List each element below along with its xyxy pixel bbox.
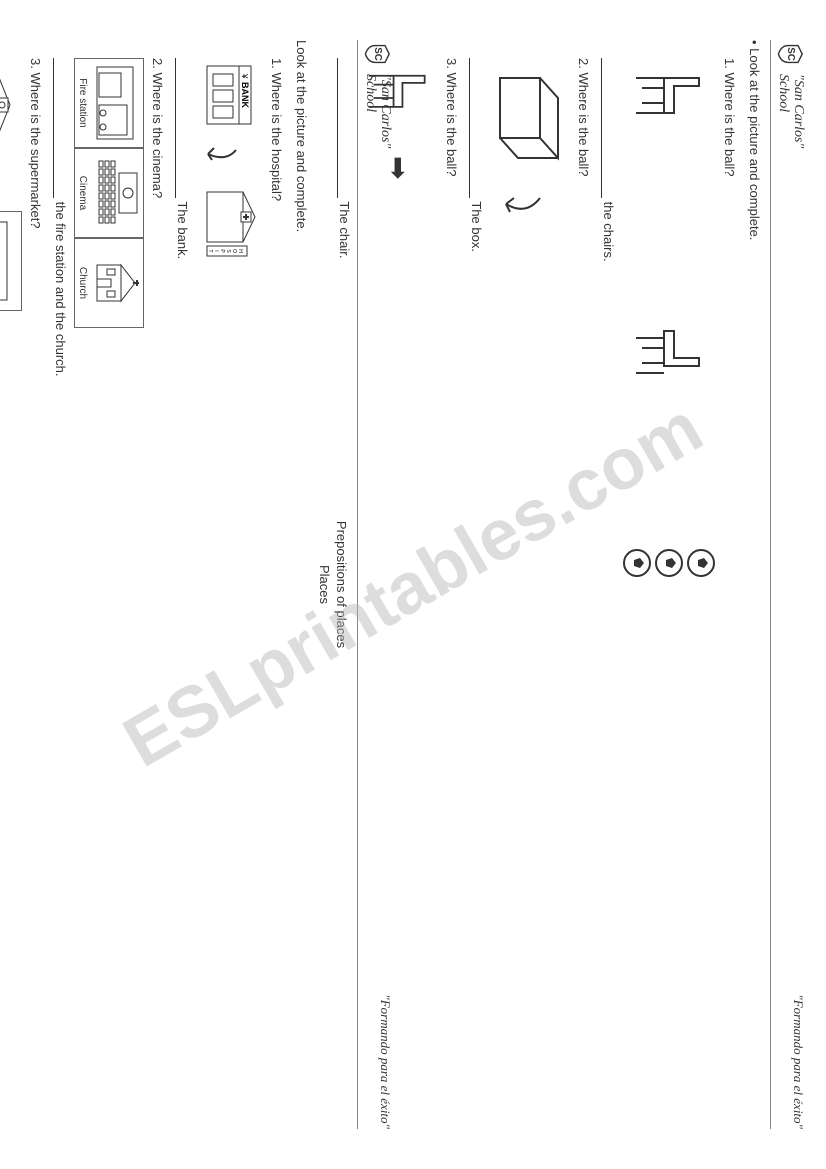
q2-right: 2. Where is the ball? bbox=[576, 58, 591, 1129]
svg-text:¥: ¥ bbox=[240, 73, 249, 79]
q1-left: 1. Where is the hospital? bbox=[269, 58, 284, 1129]
ball-icon bbox=[686, 548, 716, 578]
q2-text: Where is the cinema? bbox=[150, 72, 165, 198]
q2-answer: the fire station and the church. bbox=[53, 58, 68, 1129]
q2r-num: 2. bbox=[576, 58, 591, 69]
cinema-label: Cinema bbox=[77, 151, 88, 235]
hospital-image: H O S P I T bbox=[196, 182, 263, 266]
q3r-text: Where is the ball? bbox=[444, 72, 459, 176]
svg-text:T: T bbox=[207, 249, 213, 252]
q1-right: 1. Where is the ball? bbox=[722, 58, 737, 1129]
q3r-suffix: The chair. bbox=[337, 201, 352, 258]
svg-text:BANK: BANK bbox=[240, 82, 250, 108]
cinema-image: Cinema bbox=[74, 148, 144, 238]
ball-icon bbox=[622, 548, 652, 578]
school-motto-r: "Formando para el éxito" bbox=[790, 994, 806, 1129]
school-logo-icon: SC bbox=[777, 40, 805, 68]
topic-subtitle: Places bbox=[317, 40, 332, 1129]
header-right: SC "San Carlos" School "Formando para el… bbox=[770, 40, 806, 1129]
q1r-suffix: the chairs. bbox=[601, 202, 616, 262]
fire-label: Fire station bbox=[77, 61, 88, 145]
q1-blank[interactable] bbox=[175, 58, 189, 198]
q2r-text: Where is the ball? bbox=[576, 72, 591, 176]
q3-left: 3. Where is the supermarket? bbox=[28, 58, 43, 1129]
q1r-blank[interactable] bbox=[601, 58, 615, 198]
page-right: SC "San Carlos" School "Formando para el… bbox=[413, 0, 826, 1169]
q1-answer: The bank. bbox=[175, 58, 190, 1129]
church-label: Church bbox=[77, 241, 88, 325]
chair-image bbox=[624, 58, 714, 148]
q1r-answer: the chairs. bbox=[601, 58, 616, 1129]
svg-text:I: I bbox=[213, 250, 219, 251]
q2-suffix: the fire station and the church. bbox=[53, 202, 68, 377]
q2-num: 2. bbox=[150, 58, 165, 69]
church-image: Church bbox=[74, 238, 144, 328]
svg-text:H: H bbox=[237, 249, 243, 253]
q3r-num: 3. bbox=[444, 58, 459, 69]
supermarket-image: supermarket bbox=[0, 211, 22, 311]
svg-text:SC: SC bbox=[785, 47, 796, 61]
q1-suffix: The bank. bbox=[175, 201, 190, 259]
q1-text: Where is the hospital? bbox=[269, 72, 284, 201]
q1r-num: 1. bbox=[722, 58, 737, 69]
arrow-curve-icon bbox=[196, 142, 246, 172]
q2-blank[interactable] bbox=[53, 58, 67, 198]
q3-right: 3. Where is the ball? bbox=[444, 58, 459, 1129]
instruction-left: Look at the picture and complete. bbox=[294, 40, 309, 1129]
school-name-1r: "San Carlos" bbox=[791, 74, 806, 148]
q2r-suffix: The box. bbox=[469, 201, 484, 252]
q3r-blank[interactable] bbox=[337, 58, 351, 198]
bank-image: BANK ¥ bbox=[196, 58, 263, 132]
q3-num: 3. bbox=[28, 58, 43, 69]
instruction-right: • Look at the picture and complete. bbox=[747, 40, 762, 1129]
arrow-curve-icon bbox=[490, 188, 550, 228]
school-name-2r: School bbox=[775, 74, 790, 148]
q2r-answer: The box. bbox=[469, 58, 484, 1129]
soccer-balls bbox=[622, 548, 716, 578]
chair-image-2 bbox=[624, 303, 714, 393]
school-image: school bbox=[0, 58, 20, 152]
q1-num: 1. bbox=[269, 58, 284, 69]
q1r-text: Where is the ball? bbox=[722, 72, 737, 176]
chair-image-3 bbox=[358, 58, 438, 138]
q2r-blank[interactable] bbox=[469, 58, 483, 198]
q2-left: 2. Where is the cinema? bbox=[150, 58, 165, 1129]
ball-icon bbox=[654, 548, 684, 578]
q3-text: Where is the supermarket? bbox=[28, 72, 43, 228]
box-image bbox=[490, 58, 570, 178]
svg-text:O: O bbox=[231, 249, 237, 253]
q3r-answer: The chair. bbox=[337, 58, 352, 1129]
arrow-right-icon: ➡ bbox=[382, 156, 415, 179]
fire-station-image: Fire station bbox=[74, 58, 144, 148]
